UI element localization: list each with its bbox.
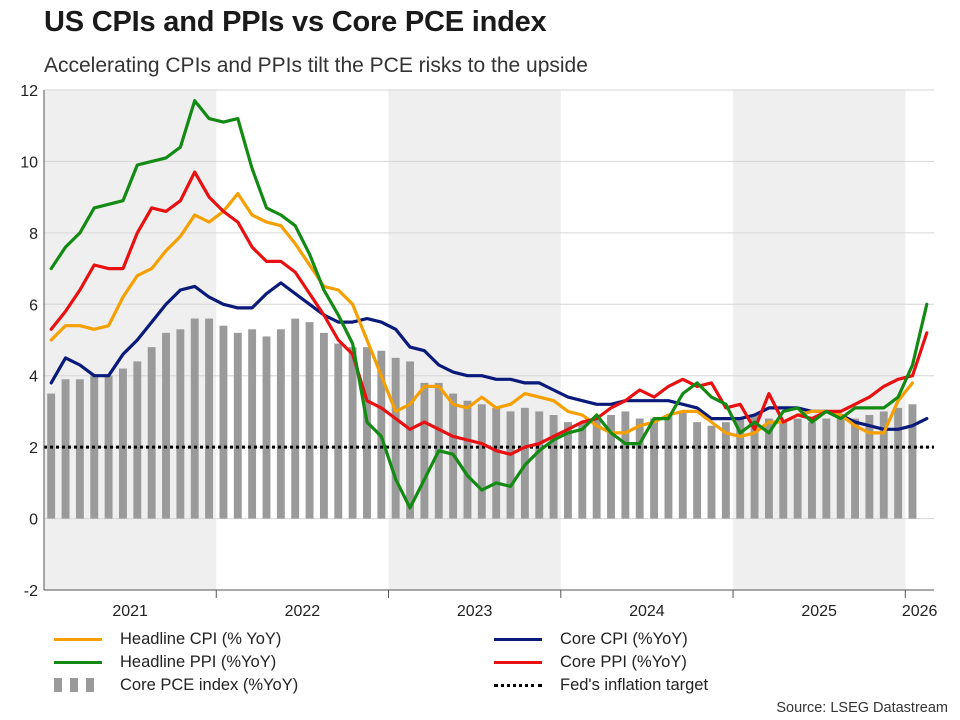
core-pce-bar (348, 347, 357, 519)
core-pce-bar (75, 379, 84, 519)
x-tick-label: 2021 (112, 603, 148, 620)
core-pce-bar (319, 332, 328, 519)
series-line-core-cpi-yoy (49, 281, 929, 431)
y-tick-label: 8 (29, 226, 38, 243)
legend-label-headline-ppi: Headline PPI (%YoY) (120, 652, 277, 671)
core-pce-bar (908, 404, 917, 519)
core-pce-bar (492, 407, 501, 519)
legend-item-headline-cpi: Headline CPI (% YoY) (54, 628, 281, 650)
core-pce-bar (650, 418, 659, 519)
core-pce-bar (463, 400, 472, 519)
year-shade-2025 (733, 90, 906, 590)
legend-swatch-core-pce (54, 678, 102, 692)
core-pce-bar (305, 322, 314, 519)
core-pce-bar (678, 411, 687, 519)
y-tick-label: 2 (29, 440, 38, 457)
series-line-headline-ppi-yoy (49, 99, 929, 510)
core-pce-bar (363, 347, 371, 519)
core-pce-bar (564, 422, 572, 519)
legend-item-core-ppi: Core PPI (%YoY) (494, 651, 687, 673)
y-tick-label: 4 (29, 369, 38, 386)
core-pce-bar (879, 411, 888, 519)
core-pce-bar (736, 418, 745, 519)
core-pce-bar (147, 347, 156, 519)
y-tick-label: -2 (24, 583, 38, 600)
legend-label-headline-cpi: Headline CPI (% YoY) (120, 629, 282, 648)
x-tick-label: 2024 (629, 603, 665, 620)
core-pce-bar (851, 418, 859, 519)
y-tick-label: 6 (29, 297, 38, 314)
legend-swatch-headline-cpi (54, 637, 102, 641)
core-pce-bar (119, 368, 127, 519)
core-pce-bar (707, 425, 716, 519)
core-pce-bar (621, 411, 630, 519)
legend-label-fed-target: Fed's inflation target (560, 675, 709, 694)
x-tick-label: 2023 (457, 603, 493, 620)
core-pce-bar (635, 418, 644, 519)
chart-subtitle: Accelerating CPIs and PPIs tilt the PCE … (44, 54, 588, 77)
core-pce-bar (535, 411, 544, 519)
core-pce-bar (506, 411, 515, 519)
core-pce-bar (836, 415, 845, 519)
chart-plot: -2 0 2 4 6 8 10 12 2021 2022 2023 2024 2025 2026 (20, 83, 938, 620)
core-pce-bar (808, 422, 816, 519)
chart-title: US CPIs and PPIs vs Core PCE index (44, 6, 547, 38)
year-shade-2021 (44, 90, 217, 590)
year-shade-2023 (388, 90, 561, 590)
core-pce-bar (822, 418, 831, 519)
core-pce-bar (592, 418, 601, 519)
series-line-headline-cpi-yoy (49, 192, 915, 438)
core-pce-bar (750, 415, 759, 519)
legend-swatch-headline-ppi (54, 660, 102, 664)
legend-item-core-pce: Core PCE index (%YoY) (54, 674, 298, 696)
legend-label-core-cpi: Core CPI (%YoY) (560, 629, 688, 648)
core-pce-bar (262, 336, 271, 519)
y-tick-label: 10 (20, 154, 38, 171)
x-tick-label: 2026 (902, 603, 938, 620)
chart-legend: Headline CPI (% YoY) Headline PPI (%YoY)… (54, 628, 934, 698)
core-pce-bar (104, 375, 113, 519)
legend-label-core-pce: Core PCE index (%YoY) (120, 675, 299, 694)
core-pce-bar (793, 418, 802, 519)
core-pce-bar (47, 393, 56, 519)
y-tick-label: 12 (20, 83, 38, 100)
core-pce-bar (607, 415, 615, 519)
core-pce-bar (291, 318, 300, 519)
core-pce-bar (176, 329, 185, 519)
source-note: Source: LSEG Datastream (776, 700, 948, 716)
core-pce-bar (190, 318, 199, 519)
core-pce-bar (420, 382, 429, 519)
core-pce-bar (578, 422, 587, 519)
core-pce-bar (248, 329, 257, 519)
core-pce-bar (894, 407, 903, 519)
legend-item-headline-ppi: Headline PPI (%YoY) (54, 651, 276, 673)
core-pce-bar (219, 325, 228, 519)
legend-swatch-core-cpi (494, 637, 542, 641)
core-pce-bar (233, 332, 242, 519)
core-pce-bar (133, 361, 142, 519)
core-pce-bar (764, 418, 773, 519)
core-pce-bar (391, 357, 400, 519)
x-tick-label: 2025 (801, 603, 837, 620)
legend-item-fed-target: Fed's inflation target (494, 674, 708, 696)
core-pce-bar (779, 422, 788, 519)
core-pce-bar (477, 404, 486, 519)
core-pce-bar (162, 332, 170, 519)
core-pce-bar (693, 422, 702, 519)
legend-label-core-ppi: Core PPI (%YoY) (560, 652, 687, 671)
legend-item-core-cpi: Core CPI (%YoY) (494, 628, 688, 650)
x-tick-label: 2022 (285, 603, 321, 620)
legend-swatch-fed-target (494, 683, 542, 687)
core-pce-bar (406, 361, 414, 519)
core-pce-bar (664, 415, 673, 519)
core-pce-bar (205, 318, 214, 519)
legend-swatch-core-ppi (494, 660, 542, 664)
core-pce-bar (276, 329, 285, 519)
core-pce-bar (61, 379, 70, 519)
y-tick-label: 0 (29, 512, 38, 529)
core-pce-bar (865, 415, 874, 519)
core-pce-bar (549, 415, 558, 519)
core-pce-bar (334, 343, 343, 519)
core-pce-bar (721, 422, 730, 519)
